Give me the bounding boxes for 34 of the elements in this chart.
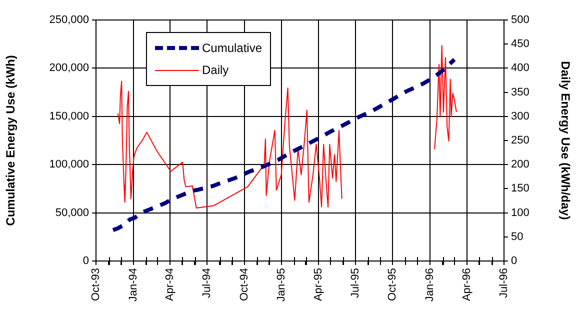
- legend-label: Daily: [202, 63, 229, 77]
- x-tick-label: Oct-95: [386, 268, 399, 302]
- legend-label: Cumulative: [202, 41, 262, 55]
- y-tick-label: 100,000: [49, 158, 89, 171]
- y2-tick-label: 500: [511, 14, 530, 26]
- y2-axis-title: Daily Energy Use (kWh/day): [558, 61, 572, 220]
- y-tick-label: 50,000: [55, 206, 89, 219]
- x-tick-label: Jul-94: [200, 268, 213, 298]
- x-tick-label: Jan-96: [424, 268, 436, 302]
- y2-tick-label: 50: [511, 230, 524, 243]
- y-axis-title: Cumulative Energy Use (kWh): [4, 55, 18, 226]
- x-tick-label: Jul-95: [349, 268, 362, 298]
- x-tick-label: Apr-95: [312, 268, 324, 302]
- x-tick-label: Jan-95: [276, 268, 288, 302]
- y-tick-label: 150,000: [49, 110, 89, 122]
- y2-tick-label: 200: [511, 158, 530, 171]
- y-tick-label: 250,000: [49, 14, 89, 26]
- x-tick-label: Oct-94: [238, 268, 250, 302]
- y2-tick-label: 250: [511, 134, 530, 147]
- y2-tick-label: 0: [511, 255, 518, 268]
- x-tick-label: Jul-96: [498, 268, 510, 298]
- y2-tick-label: 150: [511, 182, 530, 195]
- y2-tick-label: 450: [511, 38, 530, 50]
- y-tick-label: 0: [82, 255, 89, 268]
- y2-tick-label: 300: [511, 110, 530, 122]
- y-tick-label: 200,000: [49, 62, 89, 74]
- line-series: [111, 58, 456, 232]
- x-tick-label: Jan-94: [127, 268, 140, 302]
- y2-tick-label: 400: [511, 62, 530, 74]
- x-tick-label: Apr-94: [164, 268, 176, 302]
- x-tick-label: Oct-93: [90, 268, 102, 302]
- x-tick-label: Apr-96: [461, 268, 474, 302]
- y2-tick-label: 100: [511, 206, 530, 219]
- y2-tick-label: 350: [511, 86, 530, 98]
